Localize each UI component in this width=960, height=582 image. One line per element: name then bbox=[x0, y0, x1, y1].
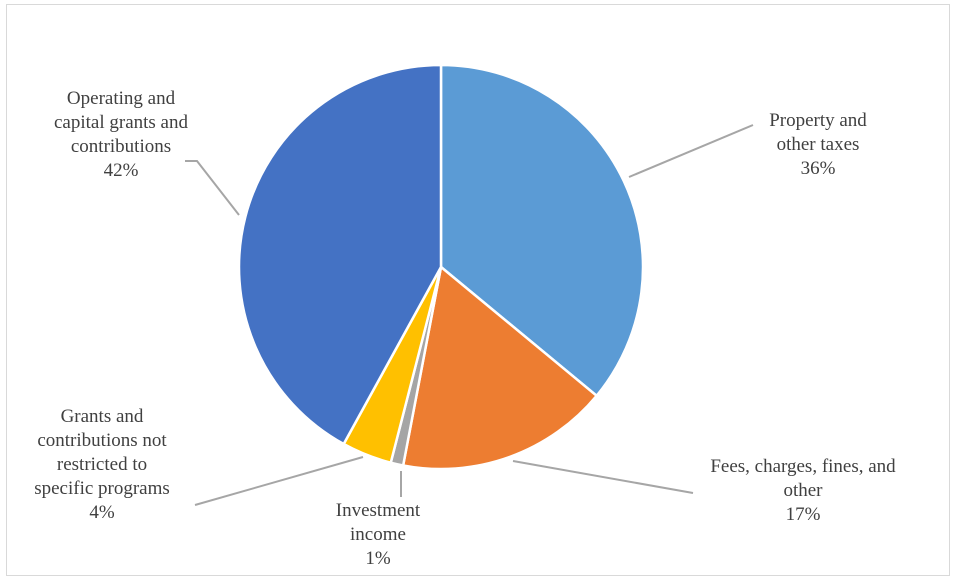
slice-fees-charges bbox=[401, 264, 599, 471]
leader-line bbox=[628, 124, 754, 178]
slice-property-taxes bbox=[439, 63, 645, 398]
label-investment-income: Investment income 1% bbox=[335, 500, 421, 569]
pie-chart bbox=[185, 63, 754, 506]
leader-line bbox=[512, 460, 694, 494]
label-operating-capital-grants: Operating and capital grants and contrib… bbox=[53, 88, 188, 181]
label-property-taxes: Property and other taxes 36% bbox=[769, 110, 867, 179]
leader-line bbox=[185, 160, 240, 216]
label-fees-charges: Fees, charges, fines, and other 17% bbox=[710, 456, 896, 525]
slice-operating-capital-grants bbox=[237, 63, 443, 446]
chart-frame: Property and other taxes 36% Fees, charg… bbox=[6, 4, 950, 576]
label-grants-not-restricted: Grants and contributions not restricted … bbox=[34, 406, 170, 523]
leader-line bbox=[194, 456, 364, 506]
